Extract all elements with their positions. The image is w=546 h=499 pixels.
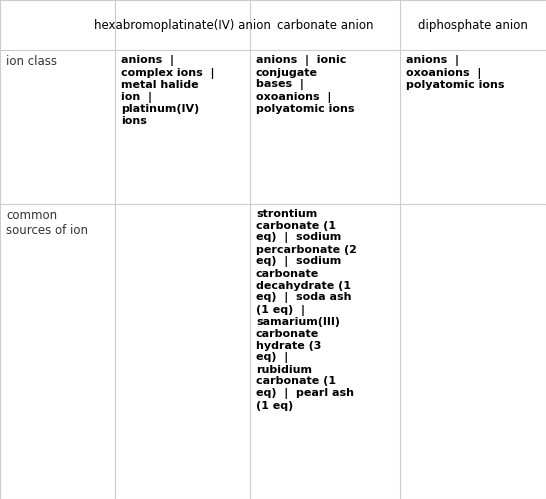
Text: ion class: ion class [6,55,57,68]
Text: common
sources of ion: common sources of ion [6,209,88,237]
Text: hexabromoplatinate(IV) anion: hexabromoplatinate(IV) anion [94,18,271,31]
Text: strontium
carbonate (1
eq)  |  sodium
percarbonate (2
eq)  |  sodium
carbonate
d: strontium carbonate (1 eq) | sodium perc… [256,209,357,411]
Text: anions  |  ionic
conjugate
bases  |
oxoanions  |
polyatomic ions: anions | ionic conjugate bases | oxoanio… [256,55,354,114]
Text: carbonate anion: carbonate anion [277,18,373,31]
Text: diphosphate anion: diphosphate anion [418,18,528,31]
Text: anions  |
oxoanions  |
polyatomic ions: anions | oxoanions | polyatomic ions [406,55,505,90]
Text: anions  |
complex ions  |
metal halide
ion  |
platinum(IV)
ions: anions | complex ions | metal halide ion… [121,55,215,126]
